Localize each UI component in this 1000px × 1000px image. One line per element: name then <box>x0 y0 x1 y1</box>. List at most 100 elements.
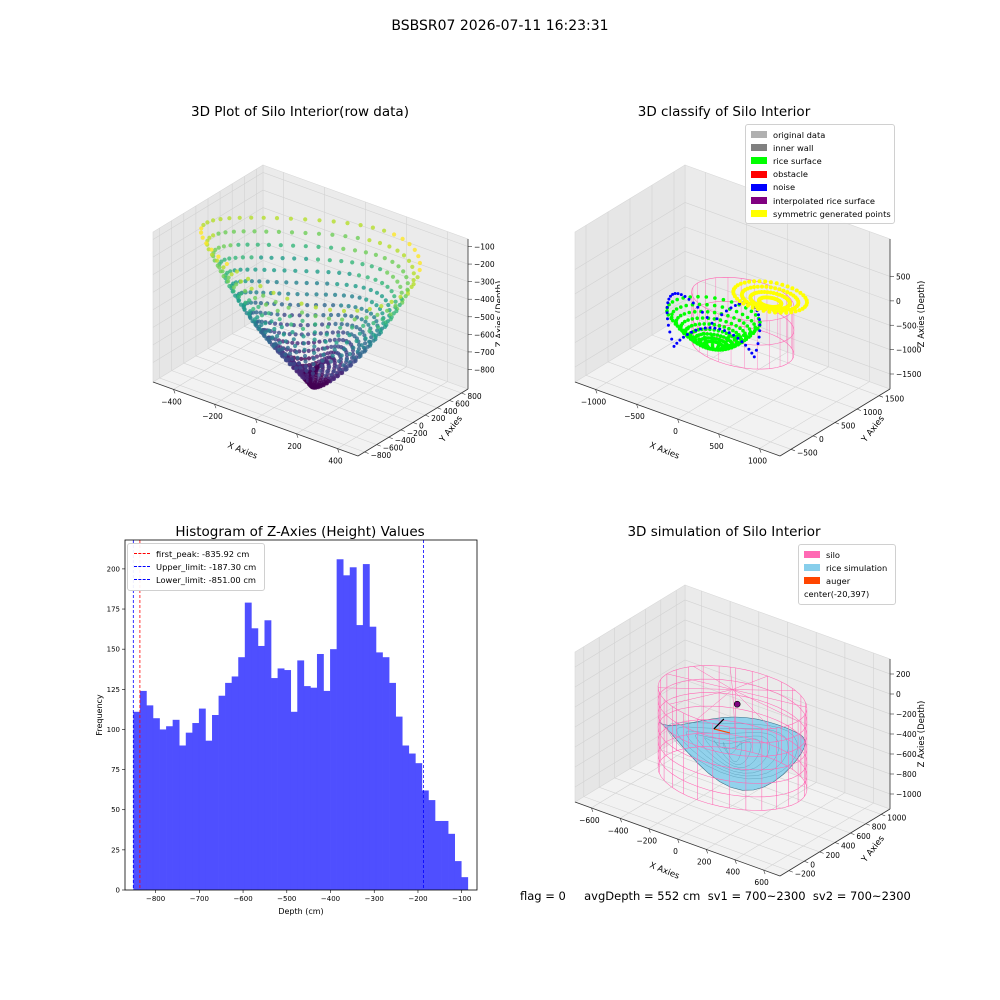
data-point <box>294 280 299 285</box>
y-tick <box>856 408 862 411</box>
y-tick <box>804 860 809 864</box>
y-tick-label: 400 <box>443 407 458 416</box>
data-point <box>236 294 241 299</box>
y-grid-line <box>629 618 836 843</box>
data-point <box>372 315 377 320</box>
data-point <box>405 281 410 286</box>
data-point <box>358 353 363 358</box>
y-tick <box>364 451 369 454</box>
data-point <box>218 217 223 222</box>
legend-label: interpolated rice surface <box>773 195 876 206</box>
noise-point <box>720 313 724 317</box>
y-tick <box>449 400 454 403</box>
data-point <box>324 332 329 337</box>
y-tick-label: 175 <box>107 606 120 614</box>
data-point <box>266 311 271 316</box>
symmetric-point <box>777 287 782 292</box>
data-point <box>349 314 354 319</box>
rice-surface-point <box>727 334 731 339</box>
x-tick <box>677 418 680 424</box>
noise-point <box>696 305 700 309</box>
data-point <box>289 356 295 362</box>
histogram-bar <box>231 676 239 890</box>
y-tick-label: 150 <box>107 646 120 654</box>
rice-surface-point <box>695 333 699 338</box>
data-point <box>216 254 221 259</box>
data-point <box>331 219 336 224</box>
data-point <box>371 338 376 343</box>
rice-mesh-line <box>676 726 789 777</box>
data-point <box>336 330 341 335</box>
symmetric-point <box>771 291 776 296</box>
histogram-bar <box>375 652 383 890</box>
noise-point <box>678 338 682 342</box>
data-point <box>286 357 291 362</box>
y-tick <box>850 832 855 835</box>
rice-surface-point <box>732 316 736 320</box>
symmetric-point <box>773 310 778 315</box>
axes-group: −600−400−2000200400600−20002004006008001… <box>574 584 925 885</box>
data-point <box>337 337 342 342</box>
x-tick-label: 0 <box>673 427 678 436</box>
rice-surface-point <box>726 313 730 318</box>
data-point <box>209 252 215 257</box>
data-point <box>241 229 246 234</box>
data-point <box>330 330 335 335</box>
data-point <box>359 317 364 322</box>
x-tick <box>595 389 598 394</box>
data-point <box>373 335 378 340</box>
silo-roof-line <box>669 689 733 705</box>
rice-surface-point <box>753 328 757 333</box>
rice-surface-point <box>710 343 715 347</box>
data-point <box>306 348 311 353</box>
data-point <box>314 292 319 297</box>
rice-surface-point <box>729 345 734 350</box>
data-point <box>399 290 404 295</box>
data-point <box>308 376 313 381</box>
symmetric-point <box>752 285 756 289</box>
data-point <box>328 376 333 381</box>
x-grid-line <box>718 216 829 435</box>
data-point <box>286 305 291 310</box>
data-point <box>411 271 416 276</box>
histogram-bar <box>421 790 429 890</box>
rice-surface-point <box>702 335 707 340</box>
data-point <box>333 321 338 327</box>
data-point <box>245 242 250 247</box>
rice-surface-point <box>683 319 687 324</box>
legend-swatch <box>751 197 767 205</box>
data-point <box>295 341 300 346</box>
data-point <box>205 220 210 225</box>
symmetric-point <box>780 282 785 287</box>
data-point <box>318 378 323 383</box>
data-point <box>336 344 341 349</box>
data-point <box>263 311 268 316</box>
histogram-bar <box>212 715 219 890</box>
y-tick-label: 600 <box>455 399 470 408</box>
data-point <box>283 352 288 357</box>
y-axis-label: Y Axies <box>859 414 887 446</box>
legend-line <box>134 579 150 581</box>
noise-point <box>724 309 728 313</box>
plot3-title: Histogram of Z-Axies (Height) Values <box>175 524 425 540</box>
data-point <box>374 290 380 295</box>
data-point <box>380 311 385 316</box>
symmetric-point <box>742 280 747 285</box>
x-tick-label: 600 <box>754 878 769 885</box>
data-point <box>231 285 236 290</box>
data-point <box>248 290 253 295</box>
data-point <box>353 358 358 364</box>
data-point <box>328 307 333 312</box>
y-tick-label: 500 <box>841 422 856 431</box>
data-point <box>326 270 331 275</box>
data-point <box>304 292 309 297</box>
rice-surface-point <box>741 328 745 333</box>
data-point <box>294 350 299 355</box>
y-tick-label: 0 <box>116 887 120 895</box>
symmetric-point <box>768 280 773 285</box>
histogram-bar <box>310 687 318 890</box>
data-point <box>387 244 392 249</box>
noise-point <box>752 355 756 359</box>
plot2-3d-axes: −1000−50005001000−500050010001500−1500−1… <box>574 164 925 465</box>
rice-surface-point <box>722 325 727 329</box>
